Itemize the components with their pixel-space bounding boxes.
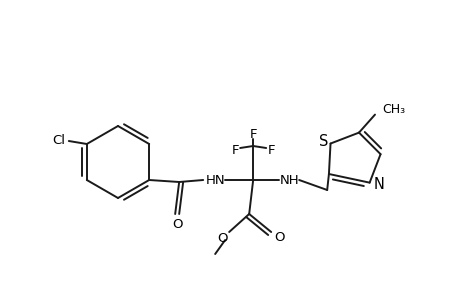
Text: S: S bbox=[318, 134, 328, 149]
Text: O: O bbox=[172, 218, 182, 232]
Text: F: F bbox=[231, 143, 238, 157]
Text: N: N bbox=[372, 177, 383, 192]
Text: O: O bbox=[273, 232, 284, 244]
Text: F: F bbox=[267, 143, 274, 157]
Text: O: O bbox=[217, 232, 227, 245]
Text: CH₃: CH₃ bbox=[381, 103, 404, 116]
Text: NH: NH bbox=[279, 173, 298, 187]
Text: Cl: Cl bbox=[52, 134, 65, 148]
Text: HN: HN bbox=[205, 173, 224, 187]
Text: F: F bbox=[249, 128, 257, 142]
